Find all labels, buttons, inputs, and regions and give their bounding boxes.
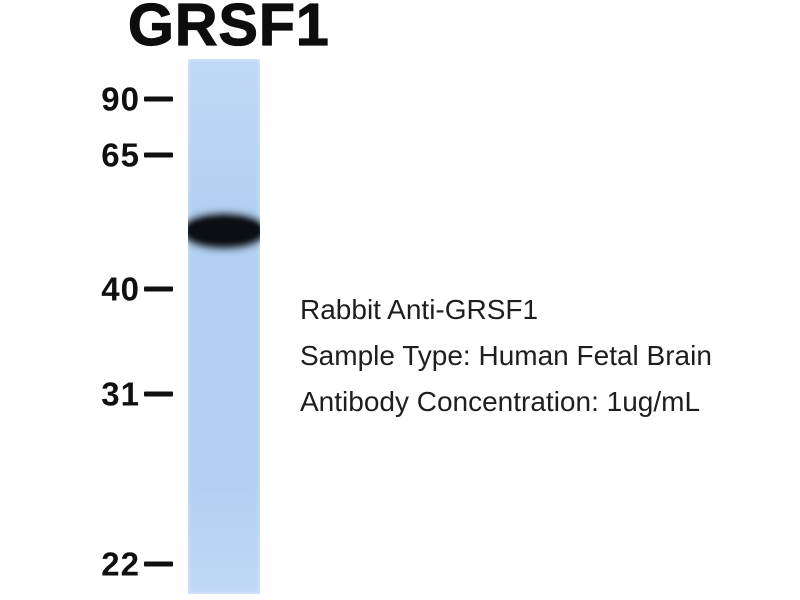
marker-tick (144, 561, 173, 567)
figure-title: GRSF1 (127, 0, 330, 59)
marker-tick (144, 96, 173, 102)
protein-band-core (189, 219, 259, 241)
mw-marker-90: 90 (0, 83, 173, 116)
marker-tick (144, 286, 173, 292)
mw-marker-65: 65 (0, 139, 173, 172)
caption-block: Rabbit Anti-GRSF1 Sample Type: Human Fet… (300, 293, 712, 419)
caption-antibody: Rabbit Anti-GRSF1 (300, 294, 539, 325)
marker-label: 90 (101, 80, 140, 118)
caption-concentration: Antibody Concentration: 1ug/mL (300, 386, 701, 417)
marker-tick (144, 152, 173, 158)
marker-label: 40 (101, 270, 140, 308)
mw-marker-40: 40 (0, 273, 173, 306)
marker-tick (144, 391, 173, 397)
marker-label: 31 (101, 375, 140, 413)
marker-label: 22 (101, 545, 140, 583)
mw-marker-31: 31 (0, 378, 173, 411)
caption-sample-type: Sample Type: Human Fetal Brain (300, 340, 712, 371)
mw-marker-22: 22 (0, 548, 173, 581)
marker-label: 65 (101, 136, 140, 174)
blot-lane (188, 59, 260, 594)
